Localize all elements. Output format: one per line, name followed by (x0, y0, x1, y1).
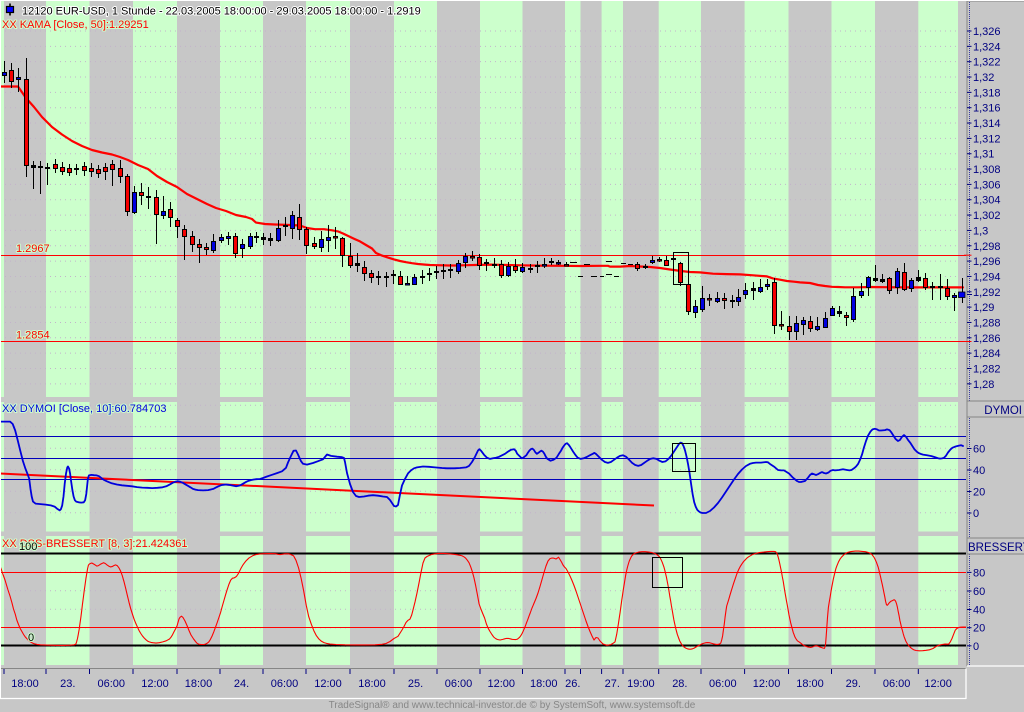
svg-text:1,316: 1,316 (973, 103, 1001, 115)
svg-text:12:00: 12:00 (314, 678, 342, 690)
svg-text:80: 80 (973, 567, 985, 579)
svg-text:1.2967: 1.2967 (16, 243, 50, 255)
svg-text:XX KAMA [Close, 50]:1.29251: XX KAMA [Close, 50]:1.29251 (2, 19, 149, 31)
svg-text:1,31: 1,31 (973, 149, 994, 161)
svg-text:1,304: 1,304 (973, 195, 1001, 207)
svg-text:1,312: 1,312 (973, 133, 1001, 145)
svg-text:100: 100 (19, 541, 37, 553)
svg-text:24.: 24. (234, 678, 249, 690)
svg-text:1,28: 1,28 (973, 379, 994, 391)
svg-text:1,322: 1,322 (973, 57, 1001, 69)
svg-text:06:00: 06:00 (709, 678, 737, 690)
svg-text:12:00: 12:00 (141, 678, 169, 690)
svg-text:60: 60 (973, 444, 985, 456)
svg-text:06:00: 06:00 (883, 678, 911, 690)
svg-text:18:00: 18:00 (358, 678, 386, 690)
svg-text:XX DYMOI [Close, 10]:60.784703: XX DYMOI [Close, 10]:60.784703 (2, 403, 166, 415)
svg-text:06:00: 06:00 (271, 678, 299, 690)
svg-text:1,29: 1,29 (973, 302, 994, 314)
svg-text:1,288: 1,288 (973, 317, 1001, 329)
svg-text:1,32: 1,32 (973, 72, 994, 84)
svg-text:60: 60 (973, 586, 985, 598)
svg-text:1,282: 1,282 (973, 363, 1001, 375)
svg-text:23.: 23. (60, 678, 75, 690)
svg-text:06:00: 06:00 (445, 678, 473, 690)
svg-text:DYMOI: DYMOI (984, 405, 1022, 417)
svg-text:1,314: 1,314 (973, 118, 1001, 130)
svg-text:27.: 27. (605, 678, 620, 690)
svg-text:1,3: 1,3 (973, 225, 988, 237)
svg-text:1,296: 1,296 (973, 256, 1001, 268)
svg-text:20: 20 (973, 487, 985, 499)
svg-text:28.: 28. (672, 678, 687, 690)
svg-text:25.: 25. (408, 678, 423, 690)
svg-text:40: 40 (973, 605, 985, 617)
svg-text:1,284: 1,284 (973, 348, 1001, 360)
svg-text:1,324: 1,324 (973, 41, 1001, 53)
svg-text:18:00: 18:00 (11, 678, 39, 690)
svg-text:0: 0 (973, 508, 979, 520)
svg-text:19:00: 19:00 (627, 678, 655, 690)
svg-text:TradeSignal® and www.technical: TradeSignal® and www.technical-investor.… (329, 700, 696, 711)
svg-text:1,292: 1,292 (973, 287, 1001, 299)
svg-text:0: 0 (973, 641, 979, 653)
svg-text:18:00: 18:00 (530, 678, 558, 690)
svg-text:0: 0 (28, 632, 34, 644)
svg-text:1,326: 1,326 (973, 26, 1001, 38)
svg-text:26.: 26. (565, 678, 580, 690)
svg-text:12:00: 12:00 (924, 678, 952, 690)
svg-text:1,308: 1,308 (973, 164, 1001, 176)
svg-text:1,286: 1,286 (973, 333, 1001, 345)
svg-text:18:00: 18:00 (796, 678, 824, 690)
svg-text:12120 EUR-USD, 1 Stunde - 22.: 12120 EUR-USD, 1 Stunde - 22.03.2005 18:… (22, 6, 421, 18)
svg-text:1.2854: 1.2854 (16, 330, 50, 342)
svg-text:XX DSS-BRESSERT [8, 3]:21.4243: XX DSS-BRESSERT [8, 3]:21.424361 (2, 538, 187, 550)
svg-text:20: 20 (973, 623, 985, 635)
svg-text:1,294: 1,294 (973, 271, 1001, 283)
svg-text:1,298: 1,298 (973, 241, 1001, 253)
svg-text:BRESSERT: BRESSERT (968, 542, 1024, 554)
svg-text:29.: 29. (846, 678, 861, 690)
svg-text:1,318: 1,318 (973, 87, 1001, 99)
svg-text:1,306: 1,306 (973, 179, 1001, 191)
svg-text:40: 40 (973, 465, 985, 477)
svg-text:12:00: 12:00 (753, 678, 781, 690)
svg-text:18:00: 18:00 (185, 678, 213, 690)
svg-text:06:00: 06:00 (97, 678, 125, 690)
svg-text:1,302: 1,302 (973, 210, 1001, 222)
svg-text:12:00: 12:00 (487, 678, 515, 690)
